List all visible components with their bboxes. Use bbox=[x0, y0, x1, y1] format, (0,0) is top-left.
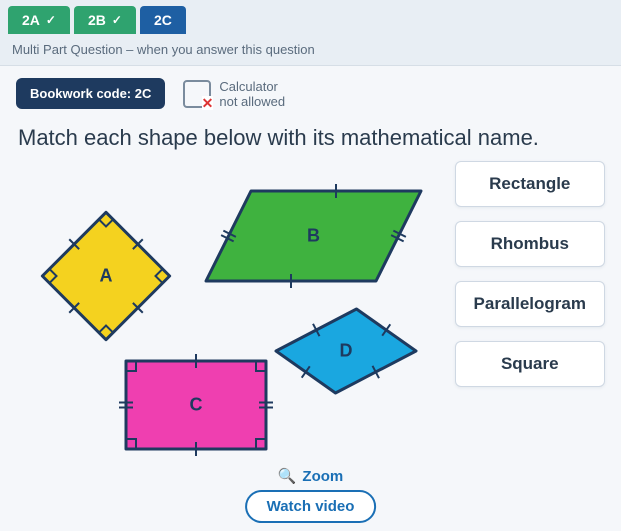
tab-2b[interactable]: 2B ✓ bbox=[74, 6, 136, 34]
zoom-button[interactable]: 🔍 Zoom bbox=[278, 467, 344, 485]
calculator-line1: Calculator bbox=[219, 79, 285, 94]
subheader: Multi Part Question – when you answer th… bbox=[0, 34, 621, 66]
answer-parallelogram[interactable]: Parallelogram bbox=[455, 281, 605, 327]
tab-label: 2B bbox=[88, 12, 106, 28]
calculator-icon bbox=[183, 80, 211, 108]
tab-label: 2A bbox=[22, 12, 40, 28]
answer-rectangle[interactable]: Rectangle bbox=[455, 161, 605, 207]
bookwork-code-chip: Bookwork code: 2C bbox=[16, 78, 165, 109]
calculator-status: Calculator not allowed bbox=[183, 79, 285, 109]
toolbar: Bookwork code: 2C Calculator not allowed bbox=[0, 66, 621, 121]
answer-rhombus[interactable]: Rhombus bbox=[455, 221, 605, 267]
zoom-icon: 🔍 bbox=[278, 467, 297, 485]
tab-2c[interactable]: 2C bbox=[140, 6, 186, 34]
question-text: Match each shape below with its mathemat… bbox=[0, 121, 621, 161]
answer-bank: Rectangle Rhombus Parallelogram Square bbox=[455, 161, 605, 387]
shapes-stage: A B C D Rectangle Rhombus Parallelogram … bbox=[16, 161, 605, 461]
check-icon: ✓ bbox=[112, 13, 122, 27]
watch-video-button[interactable]: Watch video bbox=[245, 490, 377, 523]
zoom-label: Zoom bbox=[302, 468, 343, 485]
tab-label: 2C bbox=[154, 12, 172, 28]
shape-d[interactable] bbox=[16, 161, 17, 162]
answer-square[interactable]: Square bbox=[455, 341, 605, 387]
part-tabs: 2A ✓ 2B ✓ 2C bbox=[0, 0, 621, 34]
tab-2a[interactable]: 2A ✓ bbox=[8, 6, 70, 34]
check-icon: ✓ bbox=[46, 13, 56, 27]
calculator-line2: not allowed bbox=[219, 94, 285, 109]
